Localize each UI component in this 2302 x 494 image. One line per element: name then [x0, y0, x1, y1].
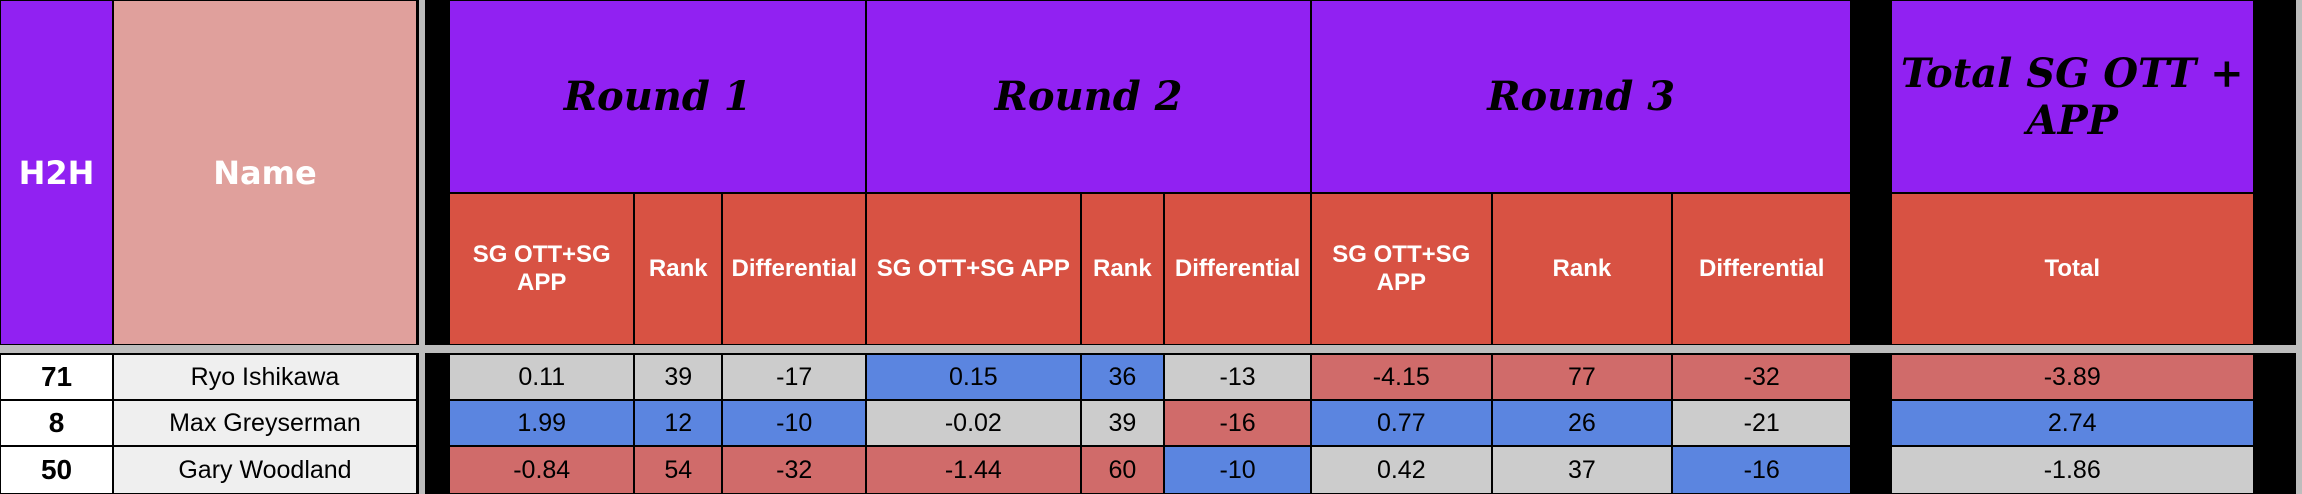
sub-header: Total [1890, 193, 2254, 346]
h2h-cell: 50 [0, 446, 114, 494]
value-cell: 0.42 [1311, 446, 1492, 494]
value-cell: 1.99 [449, 400, 635, 447]
value-cell: -0.02 [866, 400, 1081, 447]
value-cell: 0.15 [866, 354, 1081, 401]
round-header: Round 3 [1311, 0, 1852, 194]
value-cell: -32 [722, 446, 867, 494]
value-cell: -16 [1672, 446, 1852, 494]
round-header: Round 1 [449, 0, 867, 194]
sub-header: SG OTT+SG APP [1311, 193, 1492, 346]
sub-header: Differential [1672, 193, 1852, 346]
value-cell: 36 [1080, 354, 1165, 401]
value-cell: 12 [634, 400, 723, 447]
value-cell: -13 [1164, 354, 1311, 401]
value-cell: 2.74 [1890, 400, 2254, 447]
sub-header: Differential [722, 193, 867, 346]
value-cell: 0.11 [449, 354, 635, 401]
value-cell: 37 [1491, 446, 1673, 494]
value-cell: -21 [1672, 400, 1852, 447]
sub-header: Rank [634, 193, 723, 346]
name-cell: Max Greyserman [113, 400, 417, 447]
round-header: Round 2 [866, 0, 1311, 194]
value-cell: 0.77 [1311, 400, 1492, 447]
sub-header: Differential [1164, 193, 1311, 346]
value-cell: -10 [1164, 446, 1311, 494]
sub-header: SG OTT+SG APP [449, 193, 635, 346]
round-header: Total SG OTT + APP [1890, 0, 2254, 194]
value-cell: -0.84 [449, 446, 635, 494]
value-cell: -10 [722, 400, 867, 447]
value-cell: -4.15 [1311, 354, 1492, 401]
value-cell: -1.44 [866, 446, 1081, 494]
sub-header: Rank [1080, 193, 1165, 346]
value-cell: -32 [1672, 354, 1852, 401]
separator [0, 345, 2302, 353]
value-cell: -16 [1164, 400, 1311, 447]
value-cell: 39 [634, 354, 723, 401]
value-cell: 39 [1080, 400, 1165, 447]
sub-header: Rank [1491, 193, 1673, 346]
value-cell: -17 [722, 354, 867, 401]
name-header: Name [113, 0, 417, 346]
value-cell: -3.89 [1890, 354, 2254, 401]
value-cell: 54 [634, 446, 723, 494]
h2h-cell: 8 [0, 400, 114, 447]
separator [2296, 0, 2302, 494]
separator [419, 0, 425, 494]
value-cell: -1.86 [1890, 446, 2254, 494]
value-cell: 60 [1080, 446, 1165, 494]
name-cell: Gary Woodland [113, 446, 417, 494]
value-cell: 77 [1491, 354, 1673, 401]
h2h-cell: 71 [0, 354, 114, 401]
sub-header: SG OTT+SG APP [866, 193, 1081, 346]
value-cell: 26 [1491, 400, 1673, 447]
h2h-header: H2H [0, 0, 114, 346]
name-cell: Ryo Ishikawa [113, 354, 417, 401]
